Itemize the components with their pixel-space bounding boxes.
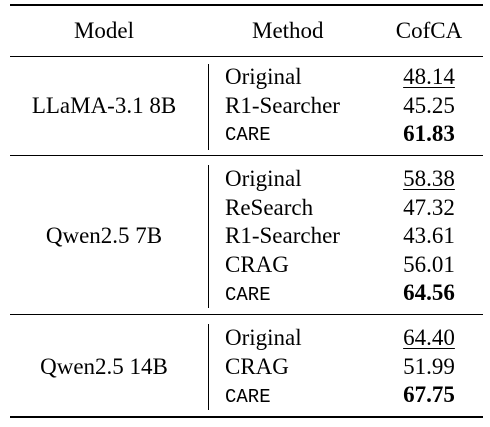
- score-cell: 61.83: [403, 121, 455, 146]
- model-label: Qwen2.5 7B: [45, 223, 163, 248]
- score-cell: 47.32: [403, 195, 455, 220]
- score-cell: 64.40: [403, 325, 455, 350]
- method-cell: CRAG: [225, 252, 289, 277]
- score-cell: 58.38: [403, 166, 455, 191]
- column-separator-3: [208, 324, 209, 410]
- top-rule: [10, 4, 483, 6]
- method-cell: ReSearch: [225, 195, 314, 220]
- column-separator-2: [208, 165, 209, 308]
- method-cell: Original: [225, 64, 302, 89]
- model-label: LLaMA-3.1 8B: [31, 93, 177, 118]
- score-cell: 67.75: [403, 382, 455, 407]
- method-cell: CARE: [225, 284, 271, 306]
- method-cell: CRAG: [225, 354, 289, 379]
- method-cell: R1-Searcher: [225, 223, 340, 248]
- method-cell: Original: [225, 325, 302, 350]
- method-cell: Original: [225, 166, 302, 191]
- score-cell: 43.61: [403, 223, 455, 248]
- score-cell: 45.25: [403, 93, 455, 118]
- model-label: Qwen2.5 14B: [40, 354, 168, 379]
- method-cell: CARE: [225, 386, 271, 408]
- column-separator-1: [208, 64, 209, 150]
- method-cell: CARE: [225, 124, 271, 146]
- header-rule: [10, 56, 483, 57]
- header-method: Method: [252, 18, 324, 43]
- method-cell: R1-Searcher: [225, 93, 340, 118]
- score-cell: 51.99: [403, 354, 455, 379]
- group-rule-1: [10, 155, 483, 156]
- score-cell: 64.56: [403, 280, 455, 305]
- header-model: Model: [73, 18, 135, 43]
- header-cofca: CofCA: [395, 18, 463, 43]
- bottom-rule: [10, 416, 483, 418]
- group-rule-2: [10, 314, 483, 315]
- score-cell: 48.14: [403, 64, 455, 89]
- score-cell: 56.01: [403, 252, 455, 277]
